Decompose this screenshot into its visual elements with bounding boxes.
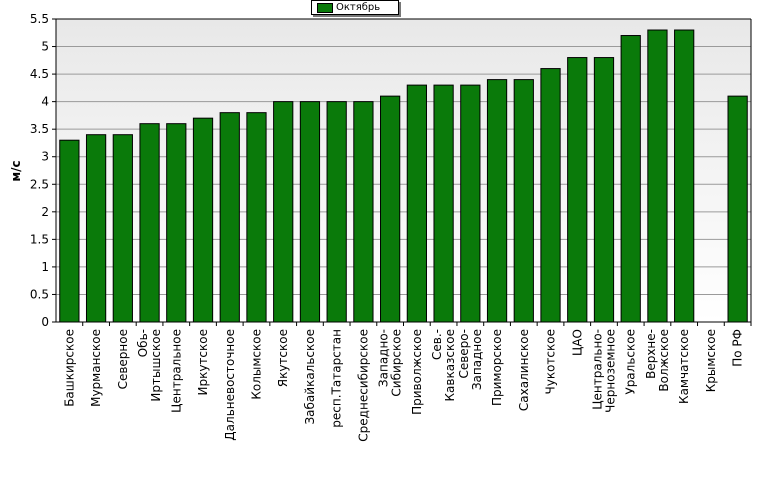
y-tick-label: 0 (41, 315, 49, 329)
plot-area (56, 19, 751, 322)
bar (620, 35, 641, 323)
y-tick-label: 2 (41, 205, 49, 219)
x-tick-label: Центрально- (590, 329, 604, 410)
y-axis-label: м/с (9, 160, 23, 181)
x-tick-label: Кавказское (443, 329, 457, 402)
x-tick-label: Уральское (624, 329, 638, 395)
x-tick-label: Северо- (457, 329, 471, 379)
x-tick-label: Обь- (136, 329, 150, 357)
legend-swatch (317, 3, 333, 13)
bar (674, 29, 695, 323)
y-tick-label: 5.5 (30, 12, 49, 26)
x-tick-label: Иркутское (196, 329, 210, 396)
bar (433, 84, 454, 323)
bar (567, 57, 588, 323)
bar (727, 95, 748, 323)
bar (85, 134, 107, 323)
bar (219, 112, 240, 323)
bar (380, 95, 401, 323)
bar (299, 101, 321, 323)
bar (139, 123, 160, 323)
legend-label: Октябрь (336, 2, 381, 13)
y-tick-label: 1 (41, 260, 49, 274)
x-tick-label: ЦАО (570, 329, 584, 356)
x-tick-label: Крымское (704, 329, 718, 392)
bar (460, 84, 481, 323)
y-tick-label: 1.5 (30, 232, 49, 246)
x-tick-label: Приморское (490, 329, 504, 406)
x-tick-label: Северное (116, 329, 130, 389)
bar (326, 101, 347, 323)
x-tick-label: Среднесибирское (356, 329, 370, 442)
legend: Октябрь (311, 0, 399, 15)
bar (246, 112, 267, 323)
y-tick-label: 3.5 (30, 122, 49, 136)
x-tick-label: Дальневосточное (223, 329, 237, 441)
x-tick-label: Центральное (169, 329, 183, 413)
x-tick-label: Приволжское (410, 329, 424, 415)
x-tick-label: Чукотское (544, 329, 558, 394)
bar (486, 79, 508, 323)
x-tick-label: Черноземное (603, 329, 617, 413)
x-tick-label: Сахалинское (517, 329, 531, 411)
x-tick-label: Иртышское (149, 329, 163, 402)
x-tick-label: респ.Татарстан (330, 329, 344, 428)
bar (406, 84, 427, 323)
x-tick-label: Сибирское (390, 329, 404, 397)
bar (540, 68, 561, 323)
x-tick-label: Верхне- (644, 329, 658, 379)
y-tick-label: 3 (41, 150, 49, 164)
x-tick-label: Западное (470, 329, 484, 390)
x-tick-label: Камчатское (677, 329, 691, 404)
x-tick-label: По РФ (731, 329, 745, 367)
bar (647, 29, 668, 323)
bar (513, 79, 534, 323)
x-tick-label: Якутское (276, 329, 290, 387)
y-tick-label: 2.5 (30, 177, 49, 191)
y-tick-label: 5 (41, 40, 49, 54)
bar (166, 123, 187, 323)
x-tick-label: Забайкальское (303, 329, 317, 425)
y-tick-label: 4.5 (30, 67, 49, 81)
bar (273, 101, 294, 323)
bar (59, 139, 80, 323)
bar (593, 57, 615, 323)
x-tick-label: Сев.- (430, 329, 444, 360)
x-tick-label: Колымское (249, 329, 263, 400)
bar (192, 117, 214, 323)
y-tick-label: 4 (41, 95, 49, 109)
bar (112, 134, 133, 323)
x-tick-label: Западно- (377, 329, 391, 387)
x-tick-label: Башкирское (62, 329, 76, 407)
x-tick-label: Волжское (657, 329, 671, 392)
x-tick-label: Мурманское (89, 329, 103, 407)
bar (353, 101, 374, 323)
y-tick-label: 0.5 (30, 287, 49, 301)
